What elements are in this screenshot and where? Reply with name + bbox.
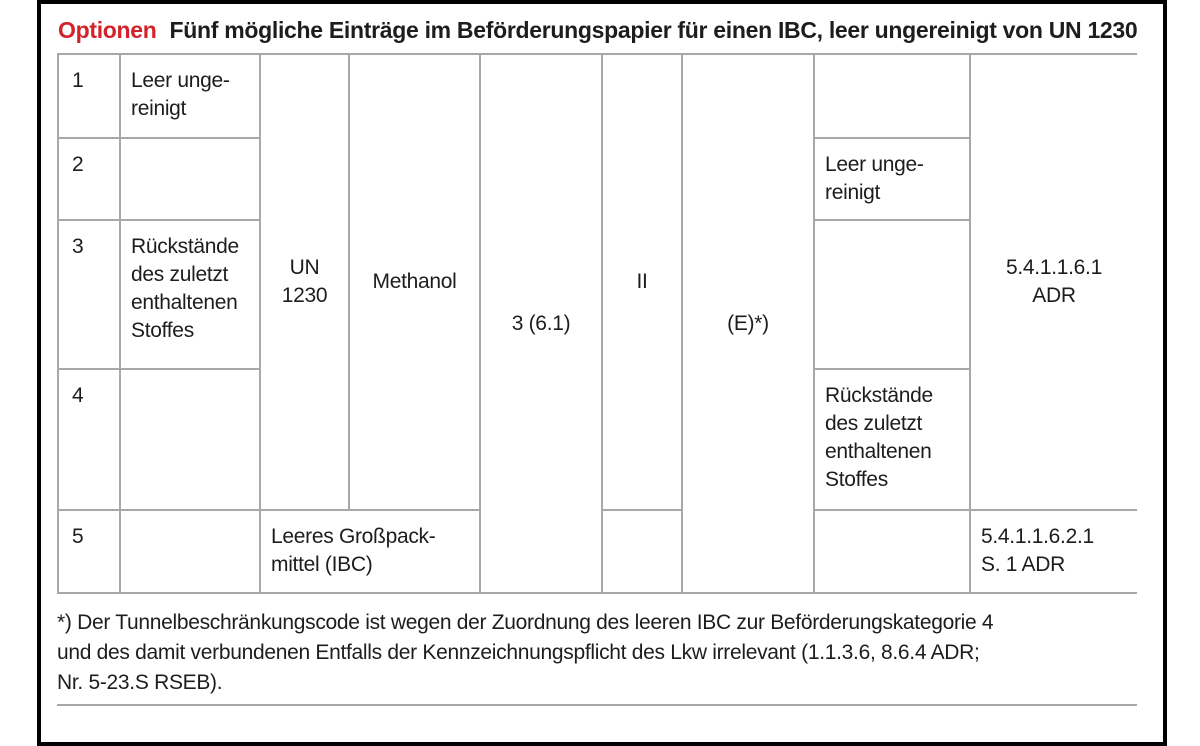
cell-desc-left-row3: Rückstände des zuletzt enthaltenen Stoff… xyxy=(121,221,259,368)
cell-desc-left-row2-empty xyxy=(121,139,259,219)
title-text: Fünf mögliche Einträge im Beförderungspa… xyxy=(169,17,1138,43)
cell-option-number-4: 4 xyxy=(59,370,119,509)
cell-adr-reference-row5: 5.4.1.1.6.2.1 S. 1 ADR xyxy=(971,511,1137,592)
footnote-line-2: und des damit verbundenen Entfalls der K… xyxy=(57,641,980,664)
cell-desc-right-row2: Leer unge- reinigt xyxy=(815,139,969,219)
cell-option-number-2: 2 xyxy=(59,139,119,219)
cell-desc-left-row5-empty xyxy=(121,511,259,592)
figure-title: Optionen Fünf mögliche Einträge im Beförd… xyxy=(58,17,1138,44)
cell-option-number-5: 5 xyxy=(59,511,119,592)
cell-tunnel-code: (E)*) xyxy=(683,55,813,592)
cell-desc-left-row1: Leer unge- reinigt xyxy=(121,55,259,137)
separator-line xyxy=(57,704,1137,706)
cell-option-number-3: 3 xyxy=(59,221,119,368)
cell-packing-group: II xyxy=(603,55,681,509)
title-accent-label: Optionen xyxy=(58,17,157,43)
cell-desc-left-row4-empty xyxy=(121,370,259,509)
cell-desc-right-row4: Rückstände des zuletzt enthaltenen Stoff… xyxy=(815,370,969,509)
cell-row5-packaging-entry: Leeres Großpack- mittel (IBC) xyxy=(261,511,479,592)
footnote-line-1: *) Der Tunnelbeschränkungscode ist wegen… xyxy=(57,611,994,634)
cell-substance-name: Methanol xyxy=(350,55,479,509)
options-table: 1 Leer unge- reinigt UN 1230 Methanol 3 … xyxy=(57,53,1137,594)
cell-desc-right-row1-empty xyxy=(815,55,969,137)
cell-adr-reference-main: 5.4.1.1.6.1 ADR xyxy=(971,55,1137,509)
cell-option-number-1: 1 xyxy=(59,55,119,137)
footnote-line-3: Nr. 5-23.S RSEB). xyxy=(57,671,223,694)
cell-packing-group-row5-empty xyxy=(603,511,681,592)
cell-desc-right-row5-empty xyxy=(815,511,969,592)
figure-frame: Optionen Fünf mögliche Einträge im Beförd… xyxy=(37,0,1167,746)
cell-un-number: UN 1230 xyxy=(261,55,348,509)
cell-class-code: 3 (6.1) xyxy=(481,55,601,592)
cell-desc-right-row3-empty xyxy=(815,221,969,368)
tunnel-code-footnote: *) Der Tunnelbeschränkungscode ist wegen… xyxy=(57,608,1137,698)
